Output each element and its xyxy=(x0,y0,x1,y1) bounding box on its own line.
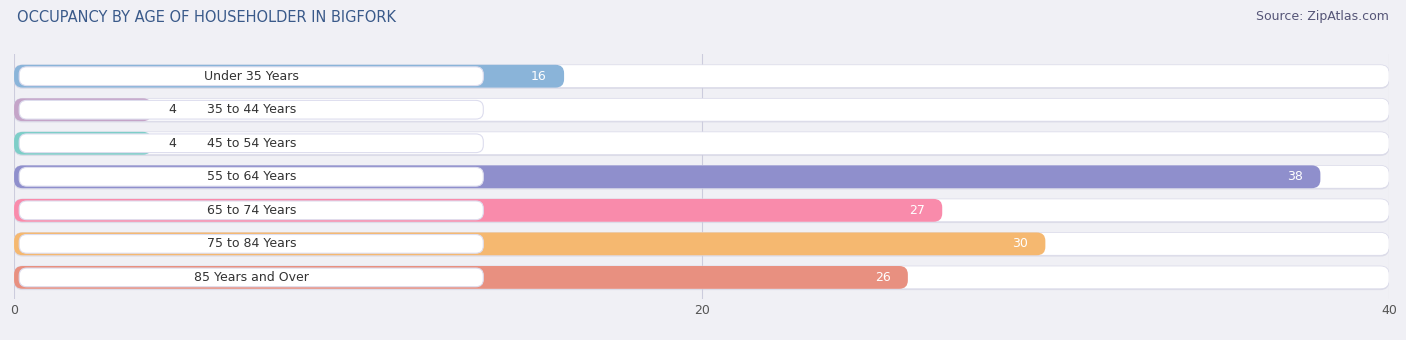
FancyBboxPatch shape xyxy=(14,167,1389,189)
FancyBboxPatch shape xyxy=(20,134,484,153)
FancyBboxPatch shape xyxy=(20,268,484,287)
FancyBboxPatch shape xyxy=(14,100,1389,122)
FancyBboxPatch shape xyxy=(14,165,1320,188)
Text: 75 to 84 Years: 75 to 84 Years xyxy=(207,237,297,250)
Text: 4: 4 xyxy=(169,137,177,150)
FancyBboxPatch shape xyxy=(14,234,1389,257)
FancyBboxPatch shape xyxy=(14,200,1389,223)
FancyBboxPatch shape xyxy=(14,199,942,222)
Text: Source: ZipAtlas.com: Source: ZipAtlas.com xyxy=(1256,10,1389,23)
FancyBboxPatch shape xyxy=(14,65,564,88)
Text: 4: 4 xyxy=(169,103,177,116)
FancyBboxPatch shape xyxy=(14,133,1389,156)
Text: 38: 38 xyxy=(1288,170,1303,183)
FancyBboxPatch shape xyxy=(14,266,908,289)
Text: 26: 26 xyxy=(875,271,890,284)
FancyBboxPatch shape xyxy=(14,132,152,155)
Text: 85 Years and Over: 85 Years and Over xyxy=(194,271,309,284)
FancyBboxPatch shape xyxy=(14,98,152,121)
FancyBboxPatch shape xyxy=(14,233,1045,255)
Text: 45 to 54 Years: 45 to 54 Years xyxy=(207,137,295,150)
FancyBboxPatch shape xyxy=(14,132,1389,155)
FancyBboxPatch shape xyxy=(20,201,484,220)
FancyBboxPatch shape xyxy=(14,233,1389,255)
Text: Under 35 Years: Under 35 Years xyxy=(204,70,298,83)
FancyBboxPatch shape xyxy=(14,66,1389,89)
FancyBboxPatch shape xyxy=(20,235,484,253)
FancyBboxPatch shape xyxy=(14,165,1389,188)
FancyBboxPatch shape xyxy=(14,199,1389,222)
FancyBboxPatch shape xyxy=(20,67,484,86)
FancyBboxPatch shape xyxy=(14,65,1389,88)
FancyBboxPatch shape xyxy=(20,168,484,186)
Text: 65 to 74 Years: 65 to 74 Years xyxy=(207,204,295,217)
FancyBboxPatch shape xyxy=(20,100,484,119)
Text: 27: 27 xyxy=(910,204,925,217)
FancyBboxPatch shape xyxy=(14,266,1389,289)
Text: 55 to 64 Years: 55 to 64 Years xyxy=(207,170,295,183)
Text: 30: 30 xyxy=(1012,237,1028,250)
Text: 16: 16 xyxy=(531,70,547,83)
Text: 35 to 44 Years: 35 to 44 Years xyxy=(207,103,295,116)
FancyBboxPatch shape xyxy=(14,98,1389,121)
Text: OCCUPANCY BY AGE OF HOUSEHOLDER IN BIGFORK: OCCUPANCY BY AGE OF HOUSEHOLDER IN BIGFO… xyxy=(17,10,396,25)
FancyBboxPatch shape xyxy=(14,267,1389,290)
